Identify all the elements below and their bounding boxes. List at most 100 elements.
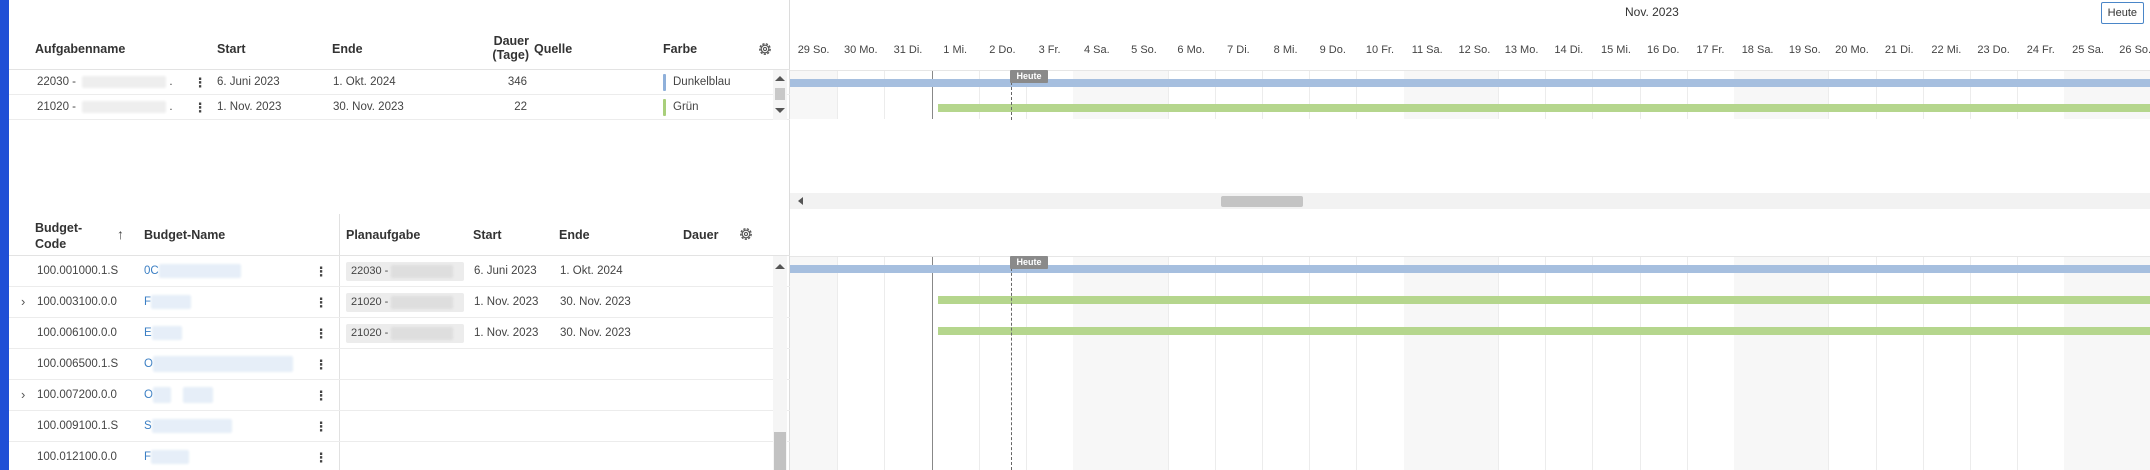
scroll-left-icon[interactable] [798, 197, 803, 205]
timeline-day-label: 7 Di. [1227, 44, 1250, 56]
today-marker-tag: Heute [1010, 256, 1048, 269]
gantt-bar-task-22030[interactable] [790, 79, 2150, 87]
row-menu-icon[interactable]: ⋮ [314, 264, 328, 279]
budget-row[interactable]: 100.006100.0.0 E ⋮ 21020 - 1. Nov. 2023 … [9, 318, 790, 349]
timeline-day-label: 3 Fr. [1038, 44, 1061, 56]
gear-icon[interactable] [738, 226, 754, 242]
budget-name-prefix: F [144, 451, 152, 463]
task-name[interactable]: 22030 - . [37, 70, 173, 95]
expand-chevron-icon[interactable]: › [21, 294, 26, 309]
task-name[interactable]: 21020 - . [37, 95, 173, 120]
scroll-down-icon[interactable] [775, 108, 785, 113]
row-menu-icon[interactable]: ⋮ [314, 450, 328, 465]
budget-table-frozen-columns [9, 214, 340, 470]
timeline-header-divider [790, 256, 2150, 257]
timeline-horizontal-scrollbar[interactable] [790, 193, 2150, 209]
weekend-shading [1403, 257, 1451, 470]
day-gridline [884, 257, 886, 470]
budget-table-scrollbar[interactable] [773, 256, 787, 470]
redacted-text [158, 263, 241, 278]
day-gridline [1214, 71, 1216, 119]
scroll-up-icon[interactable] [775, 76, 785, 81]
budget-code: 100.003100.0.0 [37, 296, 117, 308]
gantt-bar-budget-row-1[interactable] [790, 265, 2150, 273]
task-row[interactable]: 21020 - . ⋮ 1. Nov. 2023 30. Nov. 2023 2… [9, 95, 790, 120]
budget-name[interactable]: F [144, 442, 190, 470]
gantt-bar-task-21020[interactable] [938, 104, 2150, 112]
header-budget-code[interactable]: Budget- Code [35, 220, 82, 252]
budget-row[interactable]: 100.001000.1.S 0C ⋮ 22030 - 6. Juni 2023… [9, 256, 790, 287]
timeline-day-label: 23 Do. [1977, 44, 2010, 56]
task-name-prefix: 21020 - [37, 101, 77, 113]
budget-row[interactable]: 100.009100.1.S S ⋮ [9, 411, 790, 442]
today-button[interactable]: Heute [2100, 2, 2144, 24]
weekend-shading [1073, 257, 1121, 470]
task-end: 1. Okt. 2024 [333, 76, 396, 88]
redacted-text [152, 355, 293, 372]
plan-task-chip[interactable]: 21020 - [346, 324, 464, 343]
header-budget-code-line2: Code [35, 237, 67, 251]
plan-task-chip[interactable]: 21020 - [346, 293, 464, 312]
timeline-day-label: 10 Fr. [1365, 44, 1395, 56]
redacted-text [182, 386, 213, 403]
row-menu-icon[interactable]: ⋮ [314, 326, 328, 341]
header-start[interactable]: Start [217, 42, 246, 56]
header-end[interactable]: Ende [332, 42, 363, 56]
budget-name[interactable]: O [144, 349, 293, 380]
budget-row[interactable]: › 100.007200.0.0 O ⋮ [9, 380, 790, 411]
row-menu-icon[interactable]: ⋮ [314, 357, 328, 372]
header-budget-name[interactable]: Budget-Name [144, 228, 226, 242]
header-color[interactable]: Farbe [663, 42, 698, 56]
expand-chevron-icon[interactable]: › [21, 387, 26, 402]
timeline-day-label: 29 So. [797, 44, 830, 56]
timeline-day-label: 31 Di. [893, 44, 923, 56]
scrollbar-thumb[interactable] [1221, 196, 1303, 207]
weekend-shading [1734, 257, 1782, 470]
scroll-up-icon[interactable] [775, 264, 785, 269]
task-table-scrollbar[interactable] [773, 70, 787, 120]
row-menu-icon[interactable]: ⋮ [193, 75, 207, 90]
header-start[interactable]: Start [473, 228, 502, 242]
day-gridline [1970, 71, 1971, 119]
header-duration[interactable]: Dauer (Tage) [479, 34, 529, 62]
gear-icon[interactable] [757, 41, 773, 57]
weekend-shading [2064, 257, 2112, 470]
budget-name[interactable]: S [144, 411, 232, 442]
timeline-day-label: 4 Sa. [1083, 44, 1110, 56]
header-plan-task[interactable]: Planaufgabe [346, 228, 421, 242]
timeline-day-label: 2 Do. [989, 44, 1016, 56]
task-end: 30. Nov. 2023 [333, 101, 404, 113]
row-menu-icon[interactable]: ⋮ [193, 100, 207, 115]
task-table-header: Aufgabenname Start Ende Dauer (Tage) Que… [9, 0, 790, 70]
budget-name[interactable]: E [144, 318, 182, 349]
weekend-shading [1450, 257, 1498, 470]
gantt-bar-budget-row-3[interactable] [938, 327, 2150, 335]
budget-row[interactable]: 100.012100.0.0 F ⋮ [9, 442, 790, 470]
budget-name[interactable]: F [144, 287, 192, 318]
task-row[interactable]: 22030 - . ⋮ 6. Juni 2023 1. Okt. 2024 34… [9, 70, 790, 95]
header-duration[interactable]: Dauer [683, 228, 719, 242]
header-end[interactable]: Ende [559, 228, 590, 242]
today-marker-line [1011, 72, 1012, 120]
sort-ascending-icon[interactable]: ↑ [117, 226, 124, 242]
timeline-day-label: 25 Sa. [2072, 44, 2104, 56]
row-menu-icon[interactable]: ⋮ [314, 419, 328, 434]
budget-row[interactable]: 100.006500.1.S O ⋮ [9, 349, 790, 380]
header-source[interactable]: Quelle [534, 42, 573, 56]
header-task-name[interactable]: Aufgabenname [35, 42, 126, 56]
row-menu-icon[interactable]: ⋮ [314, 295, 328, 310]
budget-name[interactable]: O [144, 380, 213, 411]
scrollbar-thumb[interactable] [774, 432, 786, 470]
plan-task-chip[interactable]: 22030 - [346, 262, 464, 281]
scrollbar-thumb[interactable] [775, 88, 785, 100]
day-gridline [1356, 71, 1358, 119]
row-menu-icon[interactable]: ⋮ [314, 388, 328, 403]
budget-name[interactable]: 0C [144, 256, 241, 287]
redacted-text [151, 418, 232, 433]
day-gridline [1875, 71, 1877, 119]
day-gridline [1686, 71, 1688, 119]
budget-row[interactable]: › 100.003100.0.0 F ⋮ 21020 - 1. Nov. 202… [9, 287, 790, 318]
day-gridline [1026, 257, 1027, 470]
gantt-bar-budget-row-2[interactable] [938, 296, 2150, 304]
day-gridline [978, 71, 980, 119]
